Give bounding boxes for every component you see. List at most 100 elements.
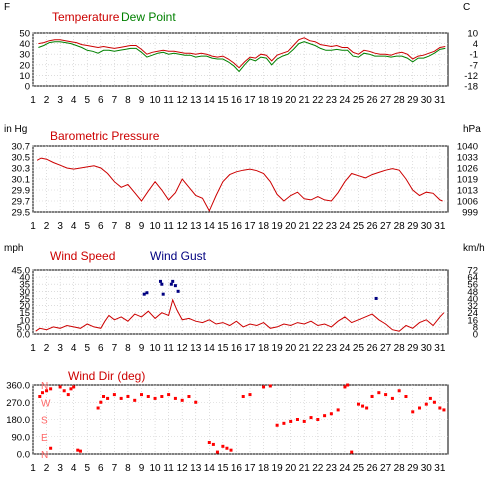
wind-dir-point bbox=[221, 444, 225, 448]
x-tick-label: 29 bbox=[407, 95, 419, 106]
wind-gust-point bbox=[142, 292, 146, 296]
wind-dir-point bbox=[215, 450, 219, 454]
chart-title-wind-dir: Wind Dir (deg) bbox=[68, 369, 145, 383]
x-tick-label: 10 bbox=[149, 221, 161, 232]
x-tick-label: 28 bbox=[394, 343, 406, 354]
x-tick-label: 7 bbox=[112, 463, 118, 474]
wind-gust-point bbox=[169, 282, 173, 286]
x-tick-label: 16 bbox=[231, 343, 243, 354]
wind-dir-point bbox=[404, 395, 408, 398]
wind-dir-point bbox=[58, 385, 62, 389]
pressure-line bbox=[36, 157, 443, 213]
y-tick-left: 10 bbox=[19, 315, 30, 326]
x-tick-label: 26 bbox=[366, 343, 378, 354]
x-tick-label: 25 bbox=[353, 463, 365, 474]
x-tick-label: 25 bbox=[353, 221, 365, 232]
y-tick-right: -12 bbox=[464, 71, 478, 82]
y-tick-left: 0 bbox=[25, 82, 30, 93]
x-tick-label: 5 bbox=[84, 95, 90, 106]
y-tick-left: 29.5 bbox=[12, 208, 31, 219]
y-tick-left: 30 bbox=[19, 50, 30, 61]
x-tick-label: 15 bbox=[217, 95, 229, 106]
wind-dir-point bbox=[187, 395, 191, 398]
x-tick-label: 27 bbox=[380, 343, 392, 354]
y-tick-right: -1 bbox=[470, 50, 478, 61]
compass-label: N bbox=[41, 381, 48, 392]
x-tick-label: 31 bbox=[434, 95, 446, 106]
y-tick-right: 10 bbox=[467, 29, 478, 40]
wind-gust-point bbox=[176, 289, 180, 293]
y-tick-right: 24 bbox=[467, 308, 478, 319]
x-tick-label: 9 bbox=[139, 221, 145, 232]
wind-dir-point bbox=[126, 395, 130, 398]
x-tick-label: 11 bbox=[163, 221, 174, 232]
wind-dir-point bbox=[133, 398, 137, 402]
wind-dir-point bbox=[207, 441, 211, 444]
x-tick-label: 18 bbox=[258, 463, 270, 474]
wind-dir-point bbox=[229, 448, 233, 452]
wind-dir-point bbox=[336, 408, 340, 412]
wind-dir-point bbox=[282, 421, 286, 425]
x-tick-label: 9 bbox=[139, 463, 145, 474]
temperature-line bbox=[38, 37, 446, 69]
wind-dir-point bbox=[438, 406, 442, 410]
x-tick-label: 22 bbox=[312, 343, 324, 354]
wind-dir-point bbox=[268, 384, 272, 388]
y-tick-right: 1033 bbox=[457, 153, 478, 164]
compass-label: W bbox=[41, 398, 51, 409]
chart-title-pressure: Barometric Pressure bbox=[50, 129, 160, 143]
y-tick-left: 90.0 bbox=[12, 432, 31, 443]
x-tick-label: 17 bbox=[244, 463, 256, 474]
y-tick-left: 360.0 bbox=[6, 381, 30, 392]
wind-dir-point bbox=[112, 393, 116, 397]
x-tick-label: 2 bbox=[44, 221, 50, 232]
x-tick-label: 29 bbox=[407, 343, 419, 354]
x-tick-label: 7 bbox=[112, 95, 118, 106]
wind-dir-point bbox=[370, 395, 374, 398]
x-tick-label: 3 bbox=[57, 343, 63, 354]
x-tick-label: 25 bbox=[353, 343, 365, 354]
x-tick-label: 19 bbox=[272, 221, 284, 232]
x-tick-label: 26 bbox=[366, 95, 378, 106]
x-tick-label: 24 bbox=[339, 463, 351, 474]
unit-right: hPa bbox=[463, 124, 481, 135]
y-tick-left: 15 bbox=[19, 308, 30, 319]
x-tick-label: 1 bbox=[30, 221, 36, 232]
x-tick-label: 20 bbox=[285, 343, 297, 354]
x-tick-label: 4 bbox=[71, 221, 77, 232]
y-tick-left: 50 bbox=[19, 29, 30, 40]
x-tick-label: 1 bbox=[30, 343, 36, 354]
y-tick-left: 0.0 bbox=[17, 450, 30, 461]
wind-gust-point bbox=[160, 282, 164, 286]
wind-dir-point bbox=[99, 400, 103, 404]
x-tick-label: 1 bbox=[30, 95, 36, 106]
wind-dir-point bbox=[411, 410, 415, 414]
wind-dir-point bbox=[302, 419, 306, 423]
y-tick-left: 20 bbox=[19, 60, 30, 71]
wind-dir-point bbox=[361, 404, 365, 408]
y-tick-left: 180.0 bbox=[6, 415, 30, 426]
wind-dir-point bbox=[323, 414, 327, 418]
x-tick-label: 30 bbox=[421, 95, 433, 106]
x-tick-label: 2 bbox=[44, 343, 50, 354]
x-tick-label: 24 bbox=[339, 95, 351, 106]
x-tick-label: 4 bbox=[71, 463, 77, 474]
x-tick-label: 15 bbox=[217, 221, 229, 232]
wind-gust-point bbox=[171, 279, 175, 283]
x-tick-label: 24 bbox=[339, 343, 351, 354]
wind-dir-point bbox=[173, 396, 177, 400]
wind-dir-point bbox=[241, 395, 245, 398]
y-tick-left: 29.7 bbox=[12, 197, 31, 208]
wind-dir-point bbox=[418, 406, 422, 410]
x-tick-label: 23 bbox=[326, 221, 338, 232]
wind-dir-point bbox=[432, 400, 436, 404]
x-tick-label: 30 bbox=[421, 343, 433, 354]
y-tick-right: 8 bbox=[473, 322, 478, 333]
legend-wind-speed: Wind Speed bbox=[50, 249, 115, 263]
wind-dir-point bbox=[390, 396, 394, 400]
unit-left: mph bbox=[4, 243, 23, 254]
wind-dir-point bbox=[194, 400, 198, 404]
wind-dir-point bbox=[346, 383, 350, 387]
wind-gust-point bbox=[374, 296, 378, 300]
y-tick-right: 56 bbox=[467, 280, 478, 291]
